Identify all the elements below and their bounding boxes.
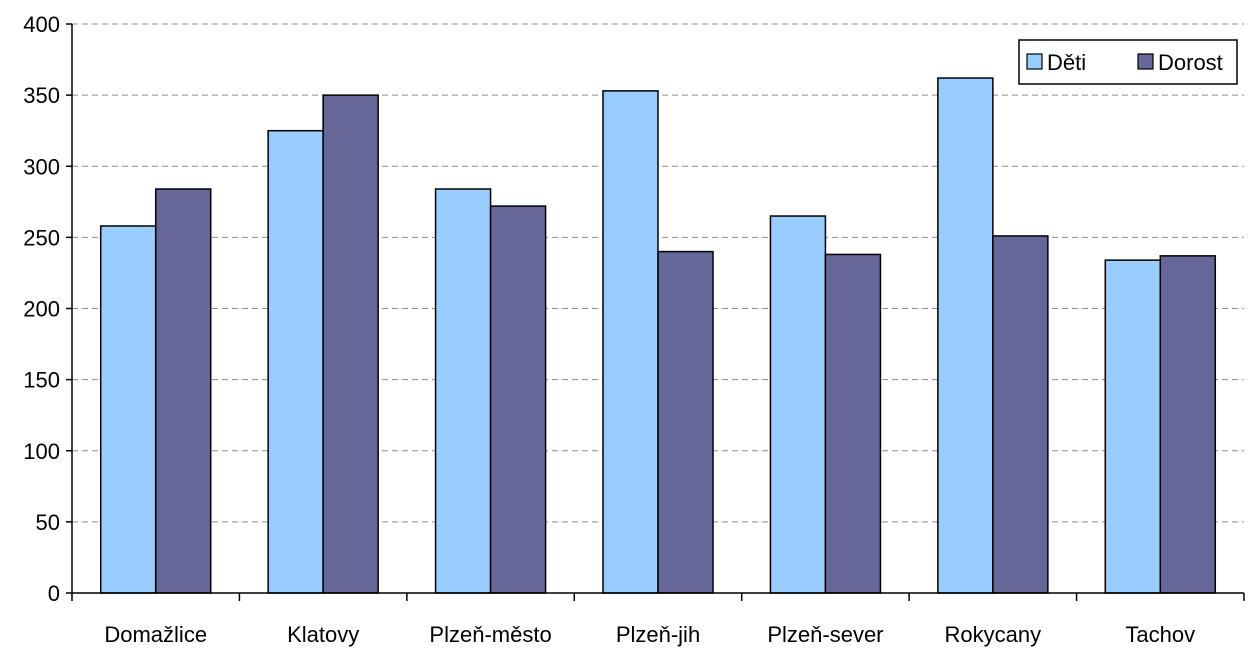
gridlines xyxy=(72,23,1244,523)
x-tick-label: Plzeň-sever xyxy=(767,622,883,647)
y-tick-label: 350 xyxy=(23,83,60,108)
legend-label-deti: Děti xyxy=(1047,50,1086,75)
y-tick-label: 200 xyxy=(23,297,60,322)
x-tick-label: Plzeň-město xyxy=(429,622,551,647)
x-tick-label: Tachov xyxy=(1125,622,1195,647)
bar-deti xyxy=(267,129,324,594)
legend-swatch-deti xyxy=(1026,53,1043,70)
y-tick-label: 400 xyxy=(23,12,60,37)
bar-dorost xyxy=(657,250,714,594)
x-tick-label: Domažlice xyxy=(104,622,207,647)
bar-deti xyxy=(602,90,659,594)
bar-deti xyxy=(434,188,492,594)
bar-deti xyxy=(1104,259,1162,594)
bar-deti xyxy=(769,215,827,594)
y-axis-ticks: 0 50 100 150 200 250 300 350 400 xyxy=(23,12,72,606)
legend-swatch-dorost xyxy=(1137,53,1154,70)
x-tick-label: Plzeň-jih xyxy=(616,622,700,647)
legend-label-dorost: Dorost xyxy=(1158,50,1223,75)
x-tick-label: Rokycany xyxy=(945,622,1042,647)
bar-dorost xyxy=(322,94,379,594)
bar-deti xyxy=(99,225,157,594)
y-tick-label: 250 xyxy=(23,225,60,250)
y-tick-label: 0 xyxy=(48,581,60,606)
bar-dorost xyxy=(154,188,212,594)
x-axis-ticks: Domažlice Klatovy Plzeň-město Plzeň-jih Plze… xyxy=(71,593,1245,647)
bars xyxy=(99,77,1217,594)
x-tick-label: Klatovy xyxy=(287,622,359,647)
bar-dorost xyxy=(992,235,1049,594)
bar-dorost xyxy=(824,253,882,594)
bar-deti xyxy=(937,77,994,594)
y-tick-label: 150 xyxy=(23,368,60,393)
legend-box xyxy=(1018,39,1238,85)
bar-dorost xyxy=(1159,255,1217,594)
y-tick-label: 50 xyxy=(36,510,60,535)
y-tick-label: 300 xyxy=(23,154,60,179)
y-tick-label: 100 xyxy=(23,439,60,464)
legend: Děti Dorost xyxy=(1018,39,1238,85)
bar-dorost xyxy=(489,205,547,594)
